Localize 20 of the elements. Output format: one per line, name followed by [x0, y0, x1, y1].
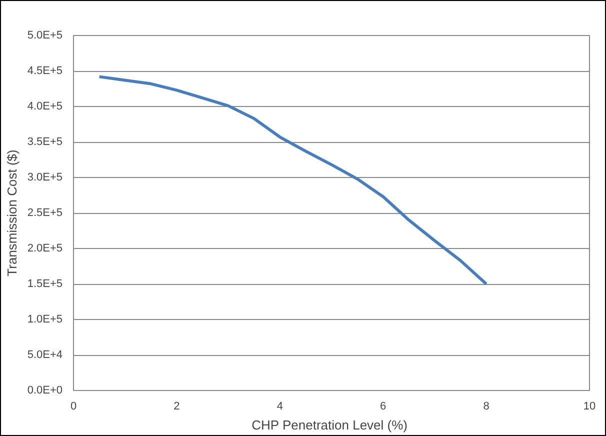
y-tick-label: 4.0E+5	[27, 100, 62, 112]
y-axis-title: Transmission Cost ($)	[4, 150, 20, 276]
y-tick-label: 1.0E+5	[27, 314, 62, 326]
y-tick-label: 2.0E+5	[27, 242, 62, 254]
y-tick-label: 0.0E+0	[27, 384, 62, 396]
x-tick-label: 2	[174, 400, 180, 412]
line-series	[98, 75, 488, 286]
x-axis-title: CHP Penetration Level (%)	[252, 418, 408, 432]
y-tick-label: 5.0E+4	[27, 349, 62, 361]
y-tick-label: 3.0E+5	[27, 172, 62, 184]
y-tick-label: 1.5E+5	[27, 278, 62, 290]
y-tick-label: 4.5E+5	[27, 65, 62, 77]
x-tick-label: 0	[70, 400, 77, 412]
x-tick-label: 6	[380, 400, 386, 412]
y-tick-label: 3.5E+5	[27, 136, 62, 148]
x-tick-label: 8	[483, 400, 490, 412]
x-tick-label: 4	[276, 400, 283, 412]
y-tick-label: 2.5E+5	[27, 207, 62, 219]
y-tick-label: 5.0E+5	[27, 30, 62, 42]
x-tick-label: 10	[583, 400, 596, 412]
